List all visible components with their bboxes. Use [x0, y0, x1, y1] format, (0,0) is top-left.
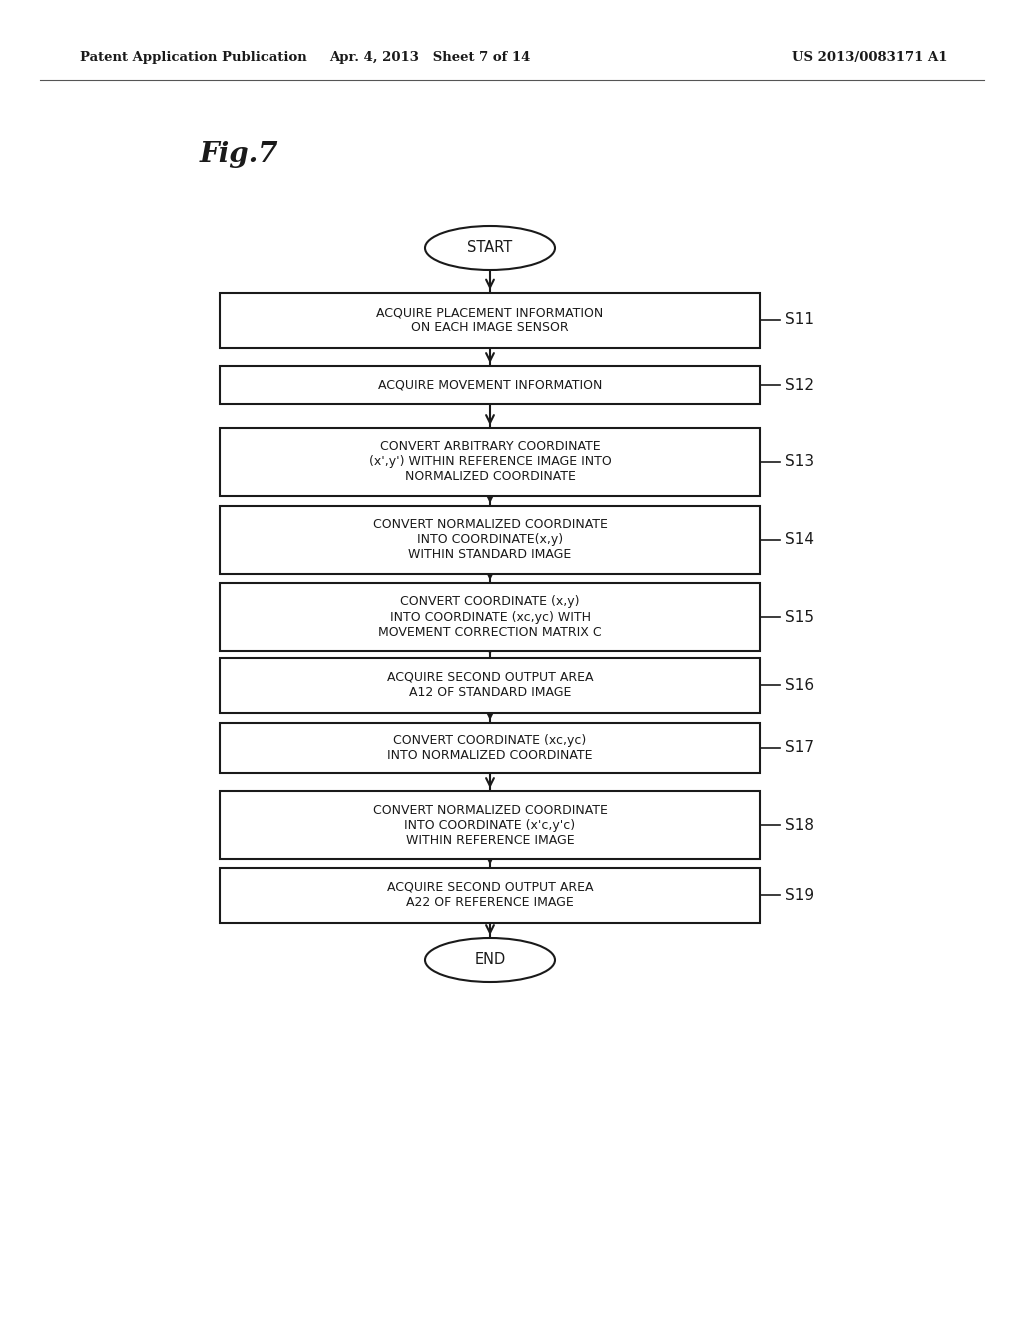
- Bar: [220, 867, 760, 923]
- Text: CONVERT NORMALIZED COORDINATE
INTO COORDINATE(x,y)
WITHIN STANDARD IMAGE: CONVERT NORMALIZED COORDINATE INTO COORD…: [373, 519, 607, 561]
- Ellipse shape: [425, 939, 555, 982]
- Bar: [220, 723, 760, 774]
- Bar: [220, 293, 760, 347]
- Text: ACQUIRE SECOND OUTPUT AREA
A12 OF STANDARD IMAGE: ACQUIRE SECOND OUTPUT AREA A12 OF STANDA…: [387, 671, 593, 700]
- Text: S14: S14: [785, 532, 814, 548]
- Text: ACQUIRE SECOND OUTPUT AREA
A22 OF REFERENCE IMAGE: ACQUIRE SECOND OUTPUT AREA A22 OF REFERE…: [387, 880, 593, 909]
- Text: S13: S13: [785, 454, 814, 470]
- Text: S15: S15: [785, 610, 814, 624]
- Text: S18: S18: [785, 817, 814, 833]
- Bar: [220, 428, 760, 496]
- Text: ACQUIRE MOVEMENT INFORMATION: ACQUIRE MOVEMENT INFORMATION: [378, 379, 602, 392]
- Text: Apr. 4, 2013   Sheet 7 of 14: Apr. 4, 2013 Sheet 7 of 14: [330, 51, 530, 65]
- Text: CONVERT COORDINATE (xc,yc)
INTO NORMALIZED COORDINATE: CONVERT COORDINATE (xc,yc) INTO NORMALIZ…: [387, 734, 593, 762]
- Text: START: START: [467, 240, 513, 256]
- Text: CONVERT NORMALIZED COORDINATE
INTO COORDINATE (x'c,y'c)
WITHIN REFERENCE IMAGE: CONVERT NORMALIZED COORDINATE INTO COORD…: [373, 804, 607, 846]
- Text: Fig.7: Fig.7: [200, 141, 279, 169]
- Text: CONVERT ARBITRARY COORDINATE
(x',y') WITHIN REFERENCE IMAGE INTO
NORMALIZED COOR: CONVERT ARBITRARY COORDINATE (x',y') WIT…: [369, 441, 611, 483]
- Ellipse shape: [425, 226, 555, 271]
- Text: CONVERT COORDINATE (x,y)
INTO COORDINATE (xc,yc) WITH
MOVEMENT CORRECTION MATRIX: CONVERT COORDINATE (x,y) INTO COORDINATE…: [378, 595, 602, 639]
- Bar: [220, 506, 760, 574]
- Text: S16: S16: [785, 677, 814, 693]
- Text: S19: S19: [785, 887, 814, 903]
- Bar: [220, 657, 760, 713]
- Text: S17: S17: [785, 741, 814, 755]
- Bar: [220, 791, 760, 859]
- Text: S12: S12: [785, 378, 814, 392]
- Text: ACQUIRE PLACEMENT INFORMATION
ON EACH IMAGE SENSOR: ACQUIRE PLACEMENT INFORMATION ON EACH IM…: [377, 306, 603, 334]
- Text: Patent Application Publication: Patent Application Publication: [80, 51, 307, 65]
- Text: END: END: [474, 953, 506, 968]
- Bar: [220, 366, 760, 404]
- Text: US 2013/0083171 A1: US 2013/0083171 A1: [793, 51, 948, 65]
- Bar: [220, 583, 760, 651]
- Text: S11: S11: [785, 313, 814, 327]
